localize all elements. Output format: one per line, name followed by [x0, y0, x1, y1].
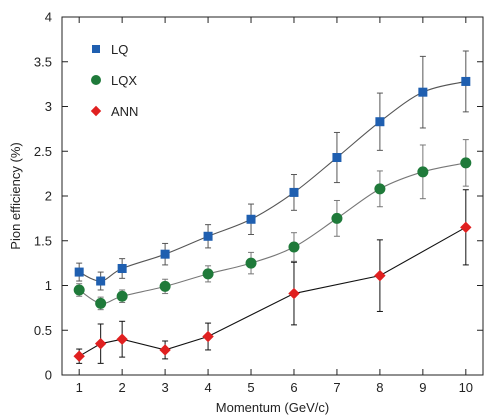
marker-lq [461, 76, 471, 86]
marker-lq [74, 267, 84, 277]
x-tick-label: 9 [419, 380, 426, 395]
y-tick-label: 3 [45, 99, 52, 114]
series-lines [78, 80, 467, 357]
marker-lq [289, 187, 299, 197]
x-tick-label: 4 [204, 380, 211, 395]
y-tick-label: 1.5 [34, 233, 52, 248]
legend-label-lqx: LQX [111, 73, 137, 88]
legend: LQ LQX ANN [90, 42, 138, 119]
marker-ann [94, 337, 107, 350]
marker-ann [374, 269, 386, 282]
marker-lqx [460, 157, 472, 169]
x-tick-label: 6 [290, 380, 297, 395]
marker-lq [418, 87, 428, 97]
series-line-ann [78, 226, 467, 357]
y-tick-label: 2 [45, 189, 52, 204]
x-tick-label: 7 [333, 380, 340, 395]
axis-ticks: 1 2 3 4 5 6 7 8 9 10 0 0.5 1 1.5 2 2.5 3 3.5 4 [34, 10, 483, 395]
x-tick-label: 10 [459, 380, 473, 395]
y-tick-label: 0.5 [34, 323, 52, 338]
marker-lqx [374, 183, 386, 195]
marker-lqx [245, 257, 257, 269]
marker-ann [73, 350, 85, 362]
marker-lqx [288, 241, 300, 253]
marker-lq [117, 263, 127, 273]
marker-ann [159, 344, 171, 356]
marker-lqx [73, 284, 85, 296]
x-tick-label: 2 [119, 380, 126, 395]
marker-ann [116, 333, 128, 345]
x-tick-label: 1 [76, 380, 83, 395]
y-tick-label: 3.5 [34, 54, 52, 69]
marker-lqx [331, 212, 343, 224]
legend-label-ann: ANN [111, 104, 138, 119]
marker-lqx [417, 166, 429, 178]
marker-lq [375, 117, 385, 127]
legend-label-lq: LQ [111, 42, 128, 57]
x-tick-label: 5 [247, 380, 254, 395]
marker-lqx [202, 268, 214, 280]
marker-lq [96, 276, 106, 286]
marker-lq [332, 153, 342, 163]
series-line-lqx [78, 162, 466, 305]
marker-ann [288, 287, 300, 300]
marker-lq [203, 231, 213, 241]
y-tick-label: 0 [45, 368, 52, 383]
legend-marker-lq [92, 45, 100, 53]
marker-lqx [116, 290, 128, 302]
marker-lq [246, 214, 256, 224]
marker-ann [202, 330, 214, 343]
x-tick-label: 3 [161, 380, 168, 395]
marker-lqx [159, 280, 171, 292]
y-tick-label: 4 [45, 10, 52, 25]
data-markers [73, 76, 472, 362]
legend-marker-ann [90, 105, 102, 117]
x-tick-label: 8 [376, 380, 383, 395]
plot-frame [61, 16, 484, 376]
y-axis-label: Pion efficiency (%) [8, 142, 23, 249]
marker-lqx [95, 297, 107, 309]
x-axis-label: Momentum (GeV/c) [216, 400, 329, 415]
y-tick-label: 2.5 [34, 144, 52, 159]
legend-marker-lqx [91, 75, 101, 85]
marker-ann [460, 221, 472, 234]
y-tick-label: 1 [45, 278, 52, 293]
marker-lq [160, 249, 170, 259]
